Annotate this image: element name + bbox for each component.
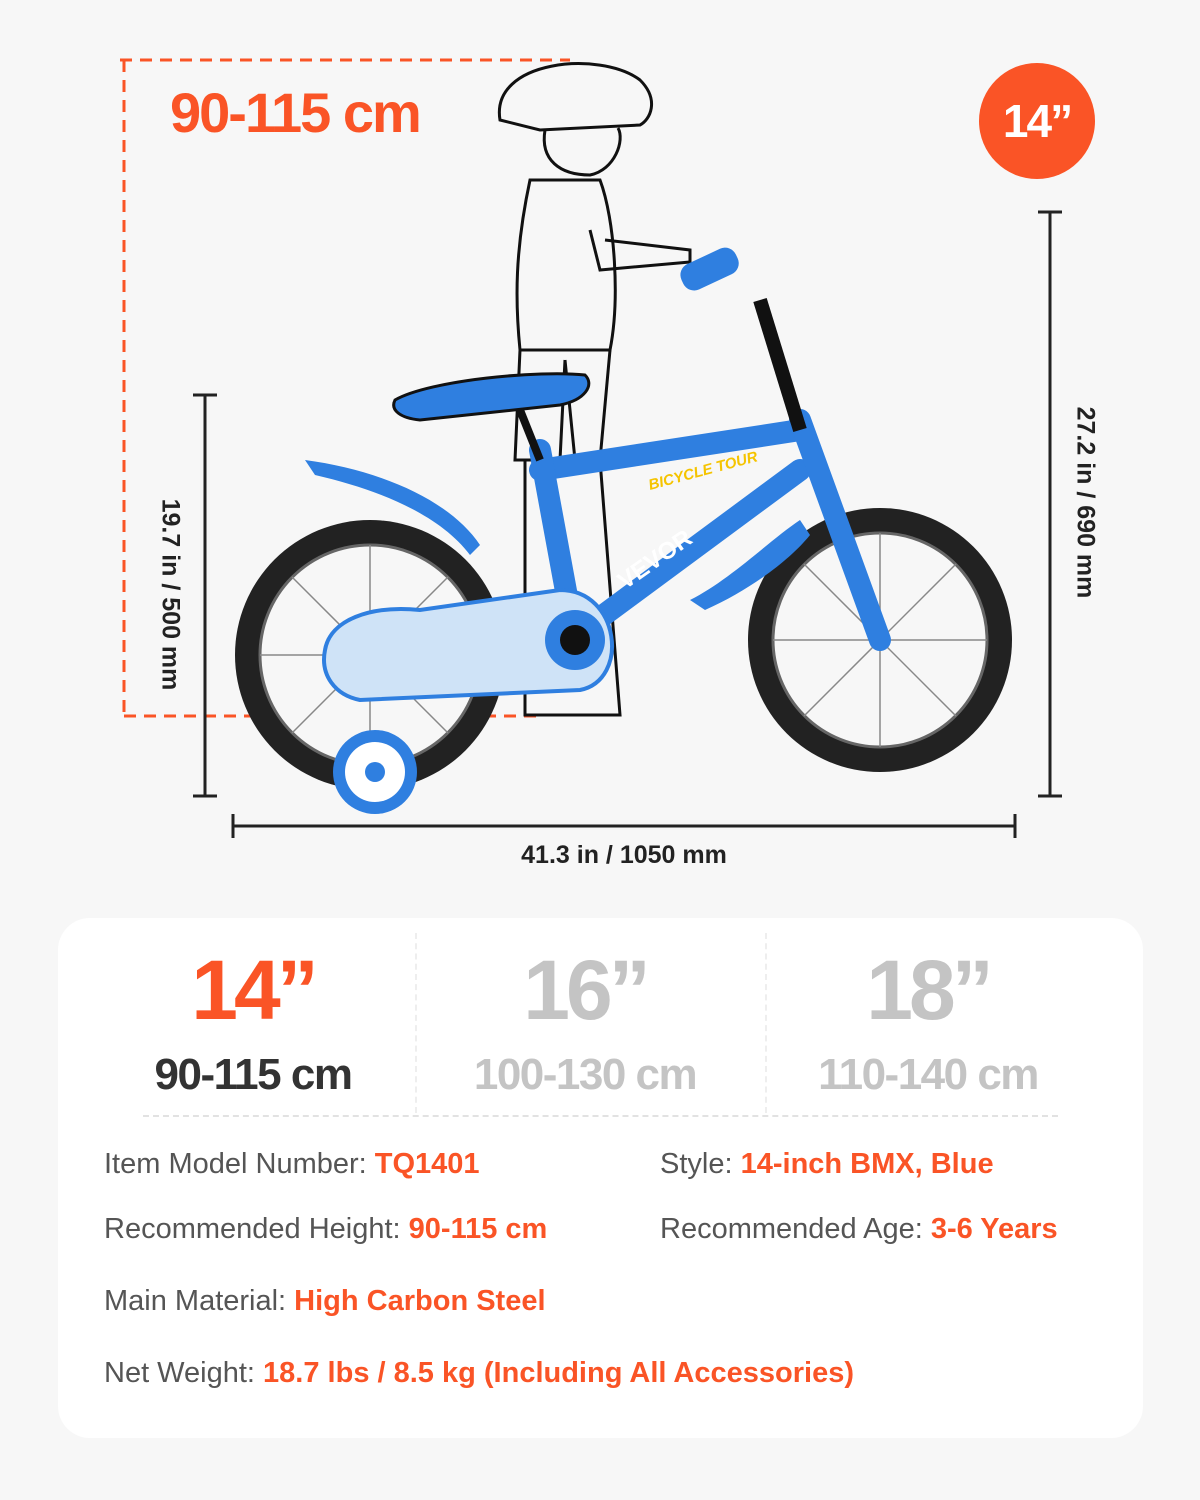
spec-label: Recommended Age:	[660, 1213, 931, 1245]
divider	[143, 1115, 1058, 1117]
divider	[415, 933, 417, 1113]
seat-height-label: 19.7 in / 500 mm	[156, 498, 185, 691]
size-number: 16”	[523, 943, 650, 1037]
illustration: VEVOR BICYCLE TOUR	[120, 58, 1062, 838]
size-badge: 14”	[979, 63, 1095, 179]
spec-value: 90-115 cm	[408, 1213, 548, 1245]
training-wheel	[333, 730, 417, 814]
spec-material: Main Material: High Carbon Steel	[104, 1285, 546, 1318]
front-fender	[690, 520, 810, 610]
chain-guard	[322, 587, 614, 703]
spec-label: Main Material:	[104, 1285, 295, 1317]
handlebar-grip	[680, 247, 739, 291]
total-height-label: 27.2 in / 690 mm	[1071, 406, 1100, 599]
size-range: 110-140 cm	[818, 1050, 1039, 1099]
spec-label: Net Weight:	[104, 1357, 264, 1389]
spec-label: Recommended Height:	[104, 1213, 409, 1245]
spec-weight: Net Weight: 18.7 lbs / 8.5 kg (Including…	[104, 1357, 854, 1390]
spec-value: TQ1401	[374, 1148, 480, 1180]
divider	[765, 933, 767, 1113]
child-silhouette	[498, 62, 692, 717]
spec-value: High Carbon Steel	[294, 1285, 546, 1317]
spec-value: 18.7 lbs / 8.5 kg (Including All Accesso…	[263, 1357, 854, 1389]
spec-value: 3-6 Years	[930, 1213, 1058, 1245]
bike-frame	[529, 409, 891, 651]
height-range-title: 90-115 cm	[170, 81, 422, 144]
size-spec-card: 14” 90-115 cm 16” 100-130 cm 18” 110-140…	[58, 918, 1143, 1438]
spec-label: Style:	[660, 1148, 741, 1180]
spec-label: Item Model Number:	[104, 1148, 375, 1180]
spec-value: 14-inch BMX, Blue	[740, 1148, 994, 1180]
spec-height: Recommended Height: 90-115 cm	[104, 1213, 547, 1246]
spec-age: Recommended Age: 3-6 Years	[660, 1213, 1058, 1246]
size-range: 90-115 cm	[154, 1050, 353, 1099]
size-number: 18”	[866, 943, 993, 1037]
size-number: 14”	[191, 943, 318, 1037]
size-option-14[interactable]: 14” 90-115 cm	[83, 948, 423, 1100]
spec-style: Style: 14-inch BMX, Blue	[660, 1148, 994, 1181]
size-option-18[interactable]: 18” 110-140 cm	[758, 948, 1098, 1100]
spec-model: Item Model Number: TQ1401	[104, 1148, 480, 1181]
rear-fender	[305, 460, 480, 555]
length-label: 41.3 in / 1050 mm	[521, 841, 727, 869]
seat	[392, 372, 591, 422]
size-range: 100-130 cm	[473, 1050, 698, 1099]
dimension-lines	[193, 210, 1062, 838]
size-option-16[interactable]: 16” 100-130 cm	[415, 948, 755, 1100]
